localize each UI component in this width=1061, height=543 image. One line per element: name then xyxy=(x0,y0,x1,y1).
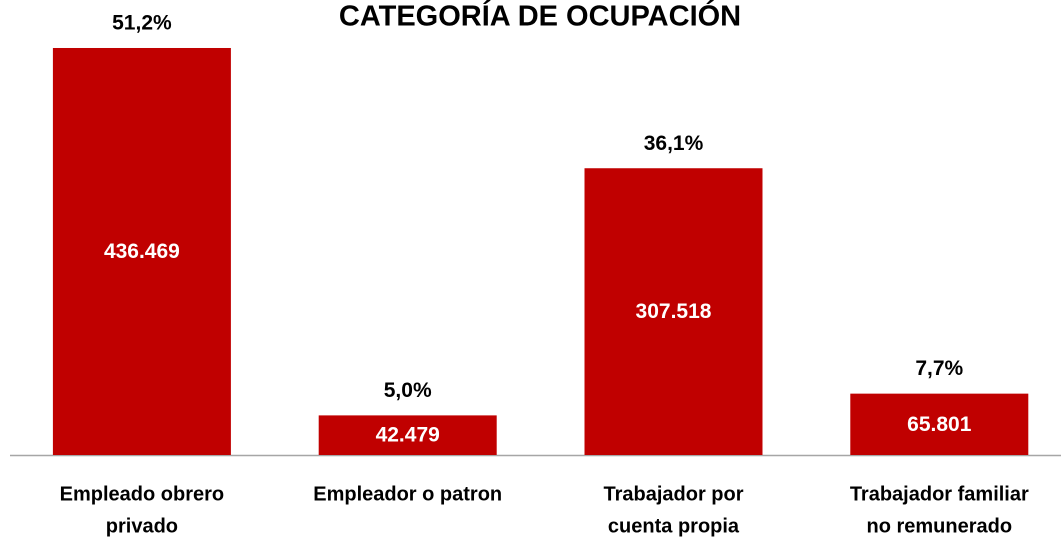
bar xyxy=(850,393,1029,455)
share-label: 51,2% xyxy=(112,12,172,35)
bar xyxy=(584,168,763,455)
x-tick-label: Empleador o patron xyxy=(313,483,502,505)
x-tick-label: Trabajador por xyxy=(603,483,743,505)
share-label: 7,7% xyxy=(915,357,963,380)
x-tick-label: cuenta propia xyxy=(608,515,740,537)
x-tick-label: no remunerado xyxy=(867,515,1013,537)
value-label: 436.469 xyxy=(104,240,180,263)
value-label: 65.801 xyxy=(907,413,972,436)
x-tick-label: Trabajador familiar xyxy=(850,483,1029,505)
share-label: 5,0% xyxy=(384,379,432,402)
share-label: 36,1% xyxy=(644,132,704,155)
chart-title: CATEGORÍA DE OCUPACIÓN xyxy=(339,0,741,33)
x-tick-label: Empleado obrero xyxy=(60,483,224,505)
value-label: 42.479 xyxy=(376,424,440,447)
value-label: 307.518 xyxy=(636,300,712,323)
x-tick-label: privado xyxy=(106,515,178,537)
bar xyxy=(52,47,231,456)
bar xyxy=(318,415,497,455)
